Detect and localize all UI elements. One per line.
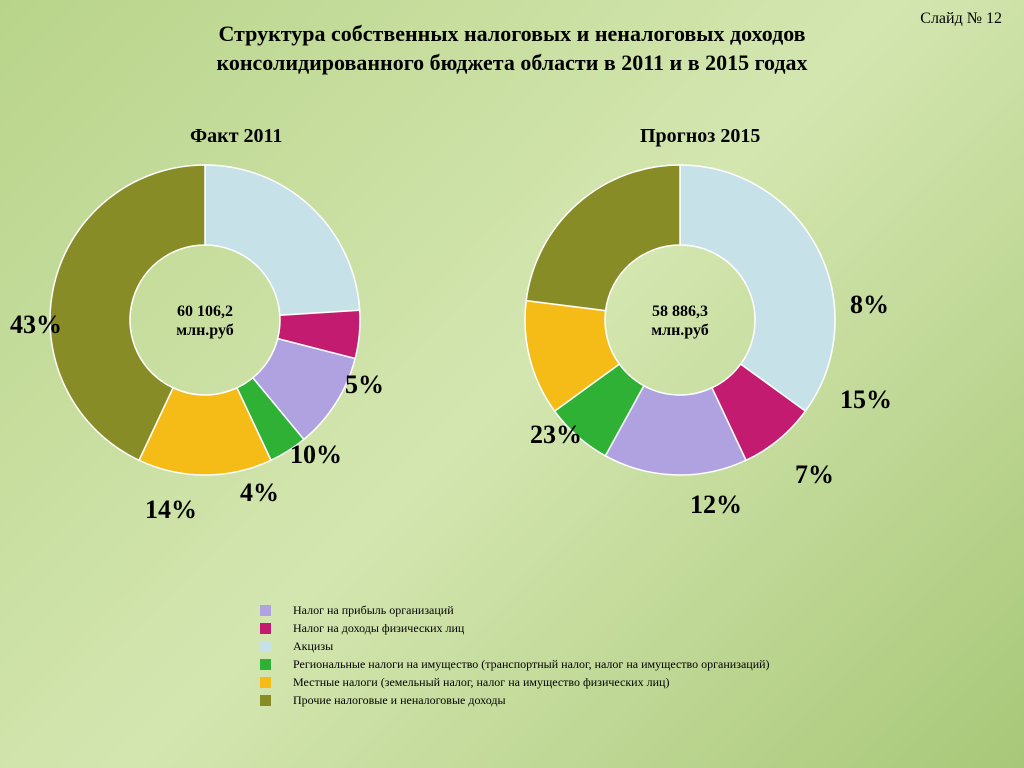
legend-label-regional: Региональные налоги на имущество (трансп… <box>293 657 770 672</box>
pct-label-ndfl: 5% <box>345 370 384 400</box>
main-title: Структура собственных налоговых и ненало… <box>0 20 1024 77</box>
legend-row-ndfl: Налог на доходы физических лиц <box>260 621 770 636</box>
legend-row-excise: Акцизы <box>260 639 770 654</box>
legend-label-ndfl: Налог на доходы физических лиц <box>293 621 464 636</box>
slice-excise <box>205 165 360 315</box>
pct-label-profit_tax: 15% <box>840 385 892 415</box>
legend-label-other: Прочие налоговые и неналоговые доходы <box>293 693 506 708</box>
slice-excise <box>680 165 835 411</box>
legend-label-profit_tax: Налог на прибыль организаций <box>293 603 454 618</box>
pct-label-regional: 4% <box>240 478 279 508</box>
pct-label-other: 23% <box>530 420 582 450</box>
legend-swatch-other <box>260 695 271 706</box>
title-line-2: консолидированного бюджета области в 201… <box>216 50 807 75</box>
pct-label-profit_tax: 10% <box>290 440 342 470</box>
chart1-donut: 60 106,2млн.руб5%10%4%14%43% <box>45 160 365 480</box>
legend-swatch-excise <box>260 641 271 652</box>
pct-label-regional: 7% <box>795 460 834 490</box>
legend-swatch-ndfl <box>260 623 271 634</box>
title-line-1: Структура собственных налоговых и ненало… <box>218 21 805 46</box>
slice-other <box>526 165 680 311</box>
legend-label-excise: Акцизы <box>293 639 333 654</box>
chart1-title: Факт 2011 <box>190 125 282 148</box>
pct-label-other: 43% <box>10 310 62 340</box>
chart2-title: Прогноз 2015 <box>640 125 760 148</box>
legend-row-local: Местные налоги (земельный налог, налог н… <box>260 675 770 690</box>
center-label: 60 106,2млн.руб <box>150 302 260 340</box>
legend-row-profit_tax: Налог на прибыль организаций <box>260 603 770 618</box>
legend-row-regional: Региональные налоги на имущество (трансп… <box>260 657 770 672</box>
legend-swatch-regional <box>260 659 271 670</box>
pct-label-ndfl: 8% <box>850 290 889 320</box>
chart2-donut: 58 886,3млн.руб8%15%7%12%23% <box>520 160 840 480</box>
legend: Налог на прибыль организаций Налог на дох… <box>260 600 770 711</box>
legend-swatch-local <box>260 677 271 688</box>
legend-label-local: Местные налоги (земельный налог, налог н… <box>293 675 669 690</box>
legend-swatch-profit_tax <box>260 605 271 616</box>
legend-row-other: Прочие налоговые и неналоговые доходы <box>260 693 770 708</box>
center-label: 58 886,3млн.руб <box>625 302 735 340</box>
pct-label-local: 12% <box>690 490 742 520</box>
pct-label-local: 14% <box>145 495 197 525</box>
